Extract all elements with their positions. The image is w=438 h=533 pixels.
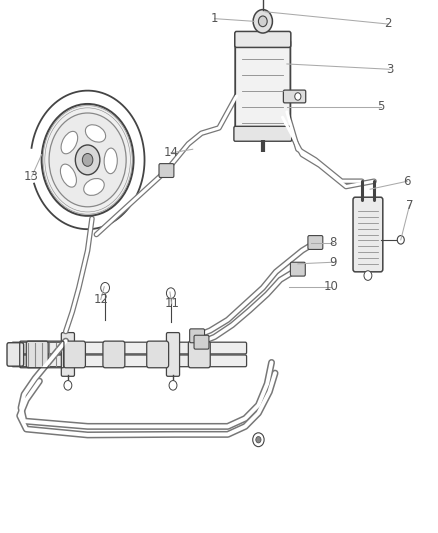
FancyBboxPatch shape — [234, 126, 292, 141]
Text: 6: 6 — [403, 175, 411, 188]
Circle shape — [256, 437, 261, 443]
Circle shape — [253, 10, 272, 33]
FancyBboxPatch shape — [308, 236, 323, 249]
Circle shape — [253, 433, 264, 447]
Circle shape — [75, 145, 100, 175]
FancyBboxPatch shape — [194, 335, 209, 349]
FancyBboxPatch shape — [12, 342, 247, 354]
Circle shape — [82, 154, 93, 166]
FancyBboxPatch shape — [103, 341, 125, 368]
FancyBboxPatch shape — [147, 341, 169, 368]
FancyBboxPatch shape — [166, 333, 180, 376]
Ellipse shape — [85, 125, 106, 142]
Circle shape — [101, 282, 110, 293]
Ellipse shape — [104, 148, 117, 174]
Text: 8: 8 — [329, 236, 336, 249]
FancyBboxPatch shape — [283, 90, 306, 103]
Text: 11: 11 — [164, 297, 179, 310]
FancyBboxPatch shape — [235, 38, 290, 132]
Ellipse shape — [84, 179, 104, 196]
Circle shape — [64, 381, 72, 390]
Text: 12: 12 — [93, 293, 108, 306]
FancyBboxPatch shape — [235, 31, 291, 47]
Text: 1: 1 — [211, 12, 219, 25]
Text: 13: 13 — [24, 171, 39, 183]
FancyBboxPatch shape — [290, 262, 305, 276]
FancyBboxPatch shape — [353, 197, 383, 272]
FancyBboxPatch shape — [188, 341, 210, 368]
FancyBboxPatch shape — [64, 341, 85, 368]
FancyBboxPatch shape — [26, 341, 48, 368]
FancyBboxPatch shape — [12, 355, 247, 367]
Circle shape — [169, 381, 177, 390]
Text: 9: 9 — [329, 256, 337, 269]
Text: 5: 5 — [378, 100, 385, 113]
FancyBboxPatch shape — [190, 329, 205, 343]
Circle shape — [364, 271, 372, 280]
Circle shape — [295, 93, 301, 100]
FancyBboxPatch shape — [61, 333, 74, 376]
Circle shape — [42, 104, 134, 216]
Text: 7: 7 — [406, 199, 413, 212]
FancyBboxPatch shape — [159, 164, 174, 177]
Text: 10: 10 — [323, 280, 338, 293]
Text: 3: 3 — [386, 63, 393, 76]
FancyBboxPatch shape — [7, 343, 24, 366]
Text: 14: 14 — [163, 147, 178, 159]
Circle shape — [397, 236, 404, 244]
Text: 2: 2 — [384, 18, 392, 30]
Circle shape — [166, 288, 175, 298]
Ellipse shape — [61, 131, 78, 154]
Circle shape — [258, 16, 267, 27]
Circle shape — [49, 113, 126, 207]
Ellipse shape — [60, 164, 77, 187]
